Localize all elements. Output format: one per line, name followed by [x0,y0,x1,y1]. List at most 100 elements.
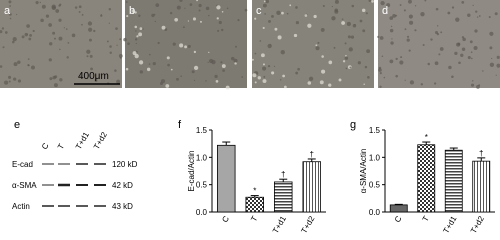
cell [17,60,21,64]
cell [87,21,93,26]
cell [439,47,444,51]
cell [78,5,82,9]
cell [456,42,461,47]
cell [40,18,44,23]
cell [345,67,348,70]
cell [315,44,318,47]
band [58,163,70,165]
cell [192,17,197,21]
cell [217,29,220,32]
cell [289,4,292,7]
cell [234,62,237,65]
cell [1,27,5,30]
cell [399,4,402,6]
cell [462,37,466,42]
cell [78,11,81,13]
cell [58,36,63,41]
cell [196,0,199,2]
cell [211,59,216,65]
cell [409,20,414,25]
cell [476,84,480,89]
cell [155,3,160,7]
cell [331,16,336,21]
cell [59,78,63,82]
cell [100,73,103,76]
cell [138,60,144,65]
cell [317,41,320,44]
panel-label: b [129,5,135,17]
cell [389,59,394,64]
y-tick-label: 1.5 [369,126,381,135]
cell [379,72,382,75]
cell [395,57,398,61]
cell [435,7,439,11]
cell [8,0,12,4]
cell [86,49,91,54]
cell [165,84,170,88]
bar [417,144,436,213]
cell [9,5,12,7]
row-label: α-SMA [12,181,37,190]
cell [28,37,32,41]
cell [4,31,8,34]
cell [496,63,500,68]
cell [448,65,452,70]
cell [470,51,473,54]
cell [406,35,410,38]
cell [32,29,35,33]
cell [81,13,84,16]
band [58,205,70,207]
cell [496,55,500,59]
cell [221,11,224,13]
cell [262,3,267,8]
cell [52,75,56,80]
cell [136,35,139,38]
cell [328,60,333,65]
cell [109,51,112,54]
cell [86,55,89,58]
cell [277,35,282,40]
annotation: † [281,170,285,179]
cell [341,18,344,21]
lane-label: C [40,141,51,151]
cell [286,12,289,15]
cell [59,48,61,51]
cell [386,8,389,11]
cell [187,20,190,22]
cell [467,56,471,60]
cell [319,80,324,85]
cell [16,13,18,16]
cell [381,55,384,58]
y-axis-label: α-SMA/Actin [359,149,368,194]
y-tick-label: 1.0 [196,153,208,162]
panel-label: e [14,119,20,131]
cell [399,60,404,65]
cell [263,75,266,78]
cell [380,0,385,6]
cell [17,79,22,83]
cell [134,11,137,14]
cell [313,14,317,19]
cell [345,54,347,57]
cell [241,76,244,78]
band [76,184,88,186]
cell [473,46,478,51]
cell [233,58,238,63]
cell [254,52,257,55]
cell [404,79,406,81]
cell [116,79,121,84]
cell [191,70,195,74]
cell [90,67,93,71]
cell [67,41,70,44]
cell [208,51,210,54]
cell [116,44,118,46]
cell [139,70,143,74]
cell [48,42,53,46]
cell [230,56,235,61]
cell [160,79,166,84]
cell [115,27,118,30]
cell [193,65,199,70]
cell [138,32,143,37]
cell [475,10,478,13]
